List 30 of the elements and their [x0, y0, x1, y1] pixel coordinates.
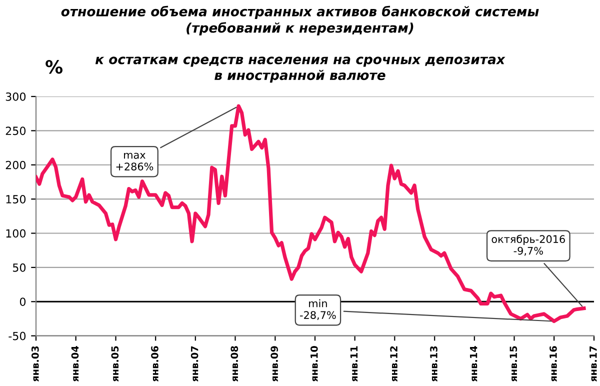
- x-tick-label: янв.10: [310, 346, 318, 382]
- y-tick-label: 50: [12, 263, 26, 272]
- x-tick-label: янв.05: [111, 346, 119, 382]
- x-tick-label: янв.04: [71, 346, 79, 382]
- annotation: октябрь-2016 -9,7%: [492, 234, 565, 256]
- x-tick-label: янв.13: [430, 346, 438, 382]
- x-tick-label: янв.07: [190, 346, 198, 382]
- x-tick-label: янв.15: [510, 346, 518, 382]
- y-tick-label: -50: [8, 332, 26, 340]
- y-tick-label: 150: [6, 195, 26, 204]
- x-tick-label: янв.16: [550, 346, 557, 382]
- y-tick-label: 0: [20, 298, 26, 306]
- y-tick-label: 200: [6, 160, 26, 170]
- y-tick-label: 250: [6, 126, 26, 136]
- x-tick-label: янв.09: [270, 346, 278, 382]
- x-tick-label: янв.14: [470, 346, 478, 382]
- x-tick-label: янв.17: [590, 346, 597, 382]
- x-tick-label: янв.06: [151, 346, 158, 382]
- x-tick-label: янв.08: [230, 346, 238, 382]
- annotation: min -28,7%: [300, 299, 336, 320]
- y-axis-title: %: [46, 60, 63, 74]
- chart-subtitle: к остаткам средств населения на срочных депозитах в иностранной валюте: [95, 56, 506, 83]
- x-tick-label: янв.03: [31, 346, 39, 382]
- chart-title: отношение объема иностранных активов банковской системы (требований к нерезидентам): [61, 6, 539, 36]
- x-tick-label: янв.12: [390, 346, 398, 382]
- annotation: max +286%: [116, 152, 154, 170]
- line-series: [36, 104, 586, 324]
- x-tick-label: янв.11: [350, 346, 358, 382]
- y-tick-label: 300: [6, 92, 26, 101]
- y-tick-label: 100: [6, 229, 26, 238]
